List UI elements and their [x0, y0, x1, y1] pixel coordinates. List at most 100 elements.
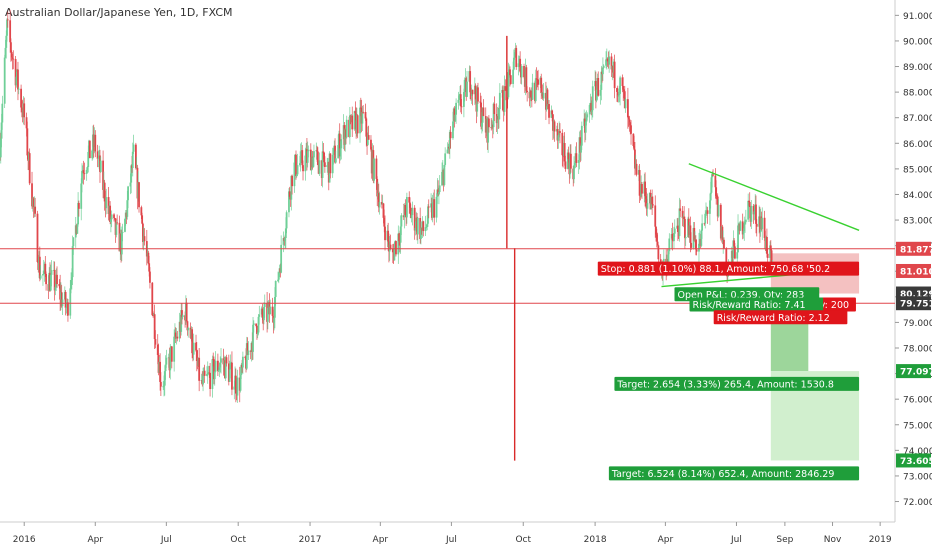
candle-body	[474, 85, 477, 100]
candle-body	[741, 221, 744, 235]
candle-body	[153, 314, 156, 339]
candle-body	[366, 135, 369, 145]
candle-body	[256, 332, 259, 334]
candle-body	[425, 227, 428, 228]
candle-body	[709, 200, 711, 214]
candle-body	[216, 360, 219, 372]
candle-body	[573, 165, 575, 180]
x-tick-label: Oct	[515, 535, 531, 545]
candle-body	[492, 103, 495, 128]
candle-body	[742, 230, 745, 235]
candle-body	[245, 343, 248, 369]
candle-body	[455, 102, 457, 115]
candle-body	[142, 223, 144, 243]
candle-body	[296, 165, 299, 175]
candle-body	[655, 226, 657, 235]
candle-body	[301, 150, 304, 166]
candle-body	[138, 182, 140, 208]
candle-body	[42, 274, 44, 276]
stop-label-box	[597, 261, 860, 276]
candle-body	[602, 67, 604, 75]
candle-body	[438, 185, 441, 193]
y-tick-label: 87.000	[903, 114, 932, 124]
candle-body	[435, 196, 438, 218]
candle-body	[340, 139, 343, 149]
candle-body	[446, 149, 449, 154]
candle-body	[273, 317, 276, 323]
candle-body	[480, 122, 483, 127]
candle-body	[413, 207, 416, 231]
candle-body	[67, 302, 69, 316]
candle-body	[94, 134, 97, 152]
candle-body	[597, 78, 600, 96]
price-tag-81-010: 81.010	[900, 267, 932, 277]
candle-body	[487, 118, 490, 143]
candle-body	[553, 121, 556, 132]
candle-body	[176, 336, 179, 339]
candle-body	[154, 338, 157, 345]
candle-body	[750, 205, 753, 222]
candle-body	[9, 20, 12, 43]
candle-body	[548, 104, 550, 118]
candle-body	[452, 121, 454, 139]
candle-body	[263, 306, 265, 321]
target-label-2-box	[608, 466, 860, 481]
candle-body	[180, 310, 183, 332]
candle-body	[438, 192, 440, 194]
candle-body	[151, 282, 154, 316]
candle-body	[331, 154, 334, 174]
candle-body	[163, 371, 166, 386]
candle-body	[255, 323, 258, 327]
candle-body	[471, 89, 474, 95]
candle-body	[444, 153, 447, 165]
y-tick-label: 91.000	[903, 12, 932, 22]
candle-body	[479, 101, 482, 103]
candle-body	[569, 153, 572, 169]
candle-body	[4, 47, 7, 58]
y-tick-label: 78.000	[903, 345, 932, 355]
y-tick-label: 85.000	[903, 165, 932, 175]
candle-body	[213, 371, 216, 380]
candle-body	[613, 61, 616, 89]
candle-body	[683, 216, 686, 219]
candle-body	[744, 219, 747, 223]
candle-body	[427, 206, 430, 208]
candle-body	[600, 71, 603, 90]
candle-body	[709, 192, 712, 201]
candle-body	[162, 386, 165, 388]
candle-body	[181, 310, 183, 318]
candle-body	[120, 232, 123, 255]
candle-body	[295, 154, 297, 176]
candle-body	[715, 187, 718, 196]
candle-body	[503, 86, 506, 112]
candle-body	[323, 162, 326, 167]
candle-body	[152, 315, 154, 316]
candle-body	[316, 150, 318, 152]
candle-body	[299, 151, 302, 164]
candle-body	[409, 202, 411, 208]
candle-body	[102, 160, 104, 190]
candle-body	[42, 270, 45, 275]
candle-body	[321, 151, 324, 178]
candle-body	[623, 89, 625, 92]
candle-body	[6, 19, 9, 21]
y-tick-label: 86.000	[903, 140, 932, 150]
candle-body	[373, 158, 375, 181]
candle-body	[564, 161, 567, 169]
candle-body	[91, 150, 94, 159]
candle-body	[763, 217, 766, 238]
candle-body	[608, 56, 611, 65]
candle-body	[558, 131, 561, 136]
candle-body	[25, 117, 28, 129]
candle-body	[377, 193, 380, 208]
candle-body	[761, 217, 764, 230]
candle-body	[399, 226, 402, 243]
candle-body	[752, 205, 755, 215]
candle-body	[246, 343, 249, 356]
candle-body	[638, 169, 641, 196]
candle-body	[621, 77, 624, 86]
x-tick-label: Sep	[776, 535, 793, 545]
candle-body	[70, 277, 73, 281]
y-tick-label: 83.000	[903, 217, 932, 227]
